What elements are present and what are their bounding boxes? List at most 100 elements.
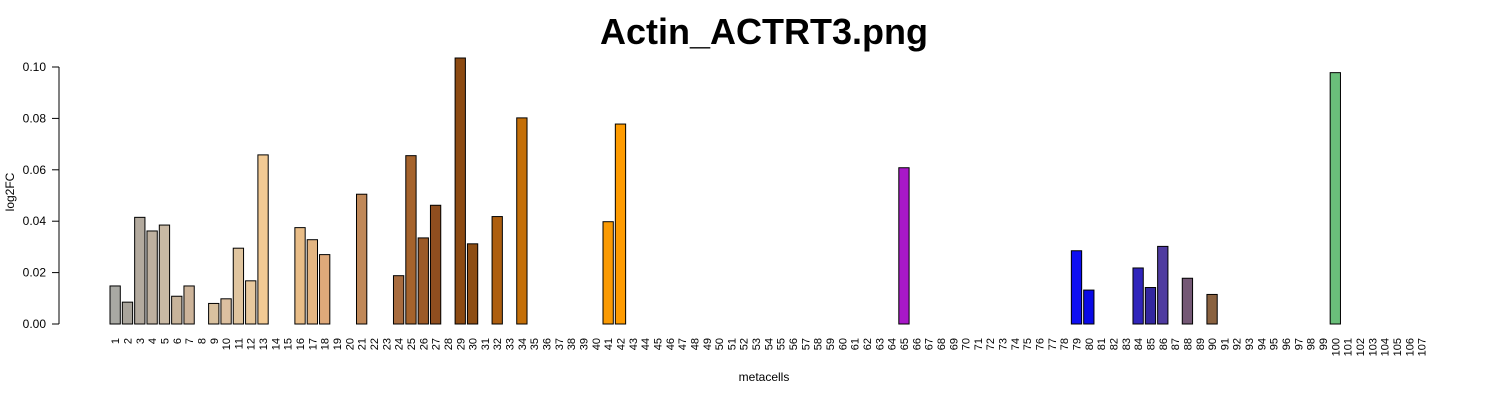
y-tick-label: 0.00 xyxy=(23,317,47,331)
x-tick-label: 105 xyxy=(1392,338,1404,356)
x-axis-label: metacells xyxy=(739,370,790,384)
bar xyxy=(146,230,158,325)
bar xyxy=(405,155,417,325)
x-tick-label: 93 xyxy=(1244,338,1256,350)
x-tick-label: 107 xyxy=(1417,338,1429,356)
x-tick-label: 3 xyxy=(135,338,147,344)
x-tick-label: 16 xyxy=(295,338,307,350)
x-tick-label: 30 xyxy=(468,338,480,350)
bar xyxy=(1329,72,1341,325)
x-tick-label: 23 xyxy=(381,338,393,350)
x-tick-label: 101 xyxy=(1343,338,1355,356)
x-tick-label: 28 xyxy=(443,338,455,350)
x-tick-label: 86 xyxy=(1158,338,1170,350)
x-tick-label: 83 xyxy=(1121,338,1133,350)
x-tick-label: 102 xyxy=(1355,338,1367,356)
bar xyxy=(1181,277,1194,325)
x-tick-label: 35 xyxy=(529,338,541,350)
bar xyxy=(516,117,528,325)
x-tick-label: 49 xyxy=(702,338,714,350)
x-tick-label: 58 xyxy=(813,338,825,350)
x-tick-label: 84 xyxy=(1133,338,1145,350)
x-tick-label: 27 xyxy=(431,338,443,350)
x-tick-label: 24 xyxy=(394,338,406,350)
x-tick-label: 57 xyxy=(800,338,812,350)
bar xyxy=(294,227,306,325)
bar xyxy=(602,221,614,325)
x-tick-label: 17 xyxy=(307,338,319,350)
x-tick-label: 61 xyxy=(850,338,862,350)
x-tick-label: 63 xyxy=(874,338,886,350)
x-tick-label: 15 xyxy=(283,338,295,350)
bar xyxy=(356,193,368,325)
x-tick-label: 90 xyxy=(1207,338,1219,350)
x-tick-label: 79 xyxy=(1072,338,1084,350)
x-tick-label: 59 xyxy=(825,338,837,350)
x-tick-label: 69 xyxy=(948,338,960,350)
x-tick-label: 22 xyxy=(369,338,381,350)
bars-group xyxy=(109,57,1341,325)
y-tick-label: 0.02 xyxy=(23,266,47,280)
x-tick-label: 47 xyxy=(677,338,689,350)
x-tick-label: 25 xyxy=(406,338,418,350)
x-tick-label: 12 xyxy=(246,338,258,350)
bar xyxy=(134,216,146,325)
x-tick-label: 96 xyxy=(1281,338,1293,350)
bar xyxy=(121,301,134,325)
y-axis: 0.00 0.02 0.04 0.06 0.08 0.10 xyxy=(23,60,60,331)
x-tick-label: 87 xyxy=(1170,338,1182,350)
x-tick-label: 40 xyxy=(591,338,603,350)
x-tick-label: 92 xyxy=(1232,338,1244,350)
bar xyxy=(245,280,257,325)
bar xyxy=(417,237,429,325)
x-tick-label: 95 xyxy=(1269,338,1281,350)
bar xyxy=(392,275,405,325)
x-tick-label: 39 xyxy=(579,338,591,350)
x-tick-label: 19 xyxy=(332,338,344,350)
x-tick-label: 65 xyxy=(899,338,911,350)
x-tick-label: 77 xyxy=(1047,338,1059,350)
bar xyxy=(614,123,627,325)
y-tick-label: 0.06 xyxy=(23,163,47,177)
x-tick-label: 80 xyxy=(1084,338,1096,350)
x-tick-label: 76 xyxy=(1035,338,1047,350)
x-tick-label: 75 xyxy=(1022,338,1034,350)
x-tick-label: 36 xyxy=(542,338,554,350)
x-tick-label: 13 xyxy=(258,338,270,350)
bar xyxy=(1070,250,1083,325)
bar xyxy=(1144,287,1157,325)
y-tick-label: 0.04 xyxy=(23,214,47,228)
bar xyxy=(491,216,503,325)
bar xyxy=(220,298,232,325)
x-tick-label: 6 xyxy=(172,338,184,344)
x-tick-label: 52 xyxy=(739,338,751,350)
bar xyxy=(257,154,269,325)
x-tick-label: 29 xyxy=(455,338,467,350)
bar xyxy=(208,302,220,325)
x-tick-label: 103 xyxy=(1367,338,1379,356)
x-tick-label: 99 xyxy=(1318,338,1330,350)
y-tick-label: 0.10 xyxy=(23,60,47,74)
x-tick-label: 34 xyxy=(517,338,529,350)
chart-title: Actin_ACTRT3.png xyxy=(600,11,928,52)
x-tick-label: 98 xyxy=(1306,338,1318,350)
x-tick-label: 70 xyxy=(961,338,973,350)
x-tick-label: 74 xyxy=(1010,338,1022,350)
x-tick-label: 18 xyxy=(320,338,332,350)
bar xyxy=(158,224,171,325)
bar xyxy=(171,295,183,325)
x-tick-label: 14 xyxy=(270,338,282,350)
x-tick-label: 7 xyxy=(184,338,196,344)
x-tick-label: 56 xyxy=(788,338,800,350)
x-tick-label: 37 xyxy=(554,338,566,350)
bar xyxy=(1157,245,1169,325)
x-tick-label: 67 xyxy=(924,338,936,350)
x-tick-label: 43 xyxy=(628,338,640,350)
x-tick-label: 54 xyxy=(763,338,775,350)
x-tick-label: 81 xyxy=(1096,338,1108,350)
x-tick-label: 32 xyxy=(492,338,504,350)
x-tick-label: 51 xyxy=(726,338,738,350)
x-tick-label: 66 xyxy=(911,338,923,350)
